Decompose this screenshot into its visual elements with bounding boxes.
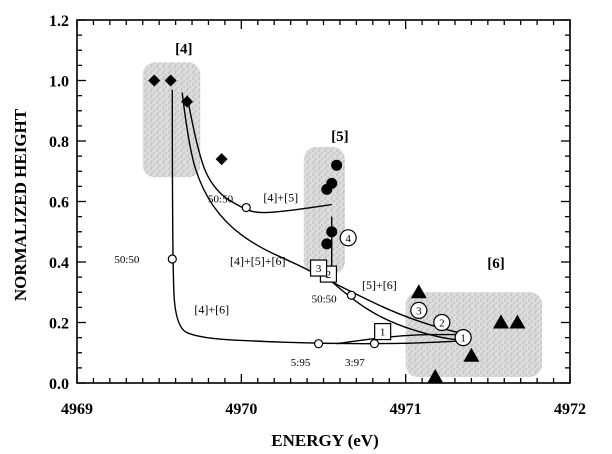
shaded-regions: [4] [5] [6] (142, 41, 543, 377)
circled-number-marker (433, 313, 451, 332)
curve-label: [4]+[6] (194, 302, 229, 316)
ratio-label: 3:97 (345, 357, 365, 369)
boxed-number-marker (374, 322, 392, 341)
ratio-point (369, 339, 380, 349)
ratio-point (313, 339, 324, 349)
x-tick-label: 4972 (554, 401, 586, 418)
y-tick-label: 0.0 (49, 376, 69, 393)
diamond-marker (148, 74, 161, 87)
boxed-number: 1 (380, 327, 386, 339)
circle-marker (321, 238, 333, 250)
circled-number-marker (454, 329, 472, 347)
diamond-marker (181, 95, 194, 108)
y-tick-label: 0.4 (49, 255, 69, 272)
data-markers (148, 74, 526, 383)
triangle-marker (463, 347, 480, 362)
ratio-point (241, 202, 251, 213)
y-axis-title: NORMALIZED HEIGHT (11, 108, 30, 301)
circled-number-marker (339, 229, 357, 247)
y-tick-label: 0.8 (49, 134, 69, 151)
shaded-region (405, 292, 543, 377)
fit-curve (186, 95, 332, 214)
y-tick-label: 1.2 (49, 13, 69, 30)
circle-marker (326, 226, 338, 238)
curve-label: [4]+[5] (263, 191, 298, 205)
ratio-point (167, 254, 177, 264)
ratio-point (346, 290, 357, 300)
ratio-label: 50:50 (208, 193, 234, 205)
circled-number: 4 (345, 233, 351, 245)
circled-number: 1 (460, 333, 466, 345)
boxed-number: 2 (326, 269, 332, 281)
curve-label: [5]+[6] (362, 278, 397, 292)
ratio-label: 5:95 (291, 357, 311, 369)
fit-curve (336, 333, 467, 345)
circle-marker (321, 183, 333, 195)
y-tick-label: 1.0 (49, 74, 69, 91)
circled-number: 2 (439, 318, 445, 330)
y-tick-label: 0.6 (49, 195, 69, 212)
ratio-label: 50:50 (114, 254, 140, 266)
fit-curve (171, 89, 467, 345)
x-tick-label: 4970 (225, 401, 257, 418)
x-tick-label: 4971 (390, 401, 422, 418)
region-label: [6] (487, 256, 505, 272)
y-tick-label: 0.2 (49, 316, 69, 333)
diamond-marker (215, 153, 228, 166)
fit-curve (181, 92, 467, 336)
region-label: [5] (331, 129, 349, 145)
ratio-label: 50:50 (312, 293, 338, 305)
circle-marker (331, 159, 343, 171)
x-axis-title: ENERGY (eV) (271, 431, 379, 450)
axis-ticks: 4969 4970 4971 4972 0.0 0.2 0.4 0.6 0.8 1.0 1.2 (49, 13, 586, 418)
circled-number: 3 (416, 305, 422, 317)
triangle-marker (492, 314, 509, 329)
boxed-number-marker (309, 259, 328, 277)
diamond-marker (164, 74, 177, 87)
triangle-marker (410, 284, 427, 299)
x-tick-label: 4969 (61, 401, 93, 418)
curve-label: [4]+[5]+[6] (230, 254, 286, 268)
circled-number-marker (410, 301, 428, 319)
triangle-marker (427, 368, 444, 383)
triangle-marker (509, 314, 526, 329)
boxed-number: 3 (316, 263, 322, 275)
shaded-region (142, 62, 201, 178)
region-label: [4] (175, 41, 193, 57)
